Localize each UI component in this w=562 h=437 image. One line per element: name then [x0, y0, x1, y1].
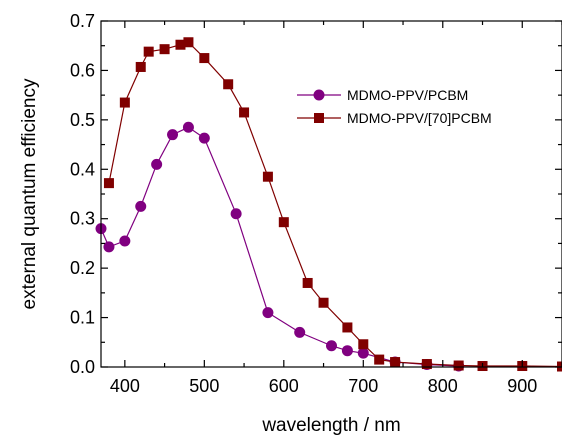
x-tick-label: 900 — [507, 376, 537, 396]
y-tick-label: 0.5 — [70, 110, 95, 130]
data-point — [223, 79, 234, 90]
legend-entry-1: MDMO-PPV/PCBM — [297, 87, 468, 103]
data-point — [302, 277, 313, 288]
legend-label: MDMO-PPV/[70]PCBM — [347, 110, 492, 126]
y-tick-label: 0.1 — [70, 308, 95, 328]
data-point — [198, 132, 210, 144]
data-point — [151, 158, 163, 170]
x-tick-label: 400 — [110, 376, 140, 396]
data-point — [390, 357, 401, 368]
legend-marker — [314, 113, 324, 123]
data-point — [358, 339, 369, 350]
legend: MDMO-PPV/PCBM MDMO-PPV/[70]PCBM — [297, 87, 492, 126]
data-point — [326, 340, 337, 352]
data-point — [341, 345, 353, 357]
data-point — [278, 217, 289, 228]
x-axis-label: wavelength / nm — [261, 415, 400, 436]
data-point — [318, 297, 329, 308]
data-point — [453, 360, 464, 371]
series-1 — [95, 121, 465, 372]
data-point — [183, 37, 194, 48]
data-point — [182, 121, 194, 133]
data-point — [230, 208, 242, 220]
data-point — [374, 354, 385, 365]
data-point — [175, 39, 186, 50]
series-2 — [103, 37, 562, 372]
legend-label: MDMO-PPV/PCBM — [347, 87, 468, 103]
legend-entry-2: MDMO-PPV/[70]PCBM — [297, 110, 492, 126]
data-point — [143, 46, 154, 57]
y-tick-label: 0.2 — [70, 258, 95, 278]
data-point — [357, 347, 369, 359]
y-tick-label: 0.0 — [70, 357, 95, 377]
data-point — [294, 326, 306, 338]
data-point — [421, 359, 432, 370]
data-point — [199, 53, 210, 64]
data-point — [262, 307, 274, 319]
data-point — [239, 107, 250, 118]
data-point — [103, 178, 114, 189]
plot-marks — [95, 37, 562, 372]
legend-marker — [313, 89, 325, 101]
y-axis-label: external quantum efficiency — [19, 78, 40, 309]
y-tick-label: 0.6 — [70, 60, 95, 80]
y-tick-label: 0.3 — [70, 209, 95, 229]
series-line — [108, 41, 562, 368]
x-tick-label: 800 — [428, 376, 458, 396]
y-tick-label: 0.4 — [70, 159, 95, 179]
data-point — [262, 171, 273, 182]
x-tick-label: 500 — [189, 376, 219, 396]
data-point — [342, 322, 353, 333]
plot-frame — [100, 20, 562, 368]
data-point — [119, 235, 131, 247]
y-tick-label: 0.7 — [70, 11, 95, 31]
data-point — [167, 129, 179, 141]
data-point — [135, 61, 146, 72]
data-point — [135, 200, 147, 212]
data-point — [103, 241, 115, 253]
data-point — [159, 44, 170, 55]
data-point — [119, 97, 130, 108]
x-tick-label: 600 — [269, 376, 299, 396]
axis-ticks: 400 500 600 700 800 900 0.0 0.1 0.2 0.3 0.4 0.5 0.6 0… — [70, 11, 562, 396]
x-tick-label: 700 — [348, 376, 378, 396]
